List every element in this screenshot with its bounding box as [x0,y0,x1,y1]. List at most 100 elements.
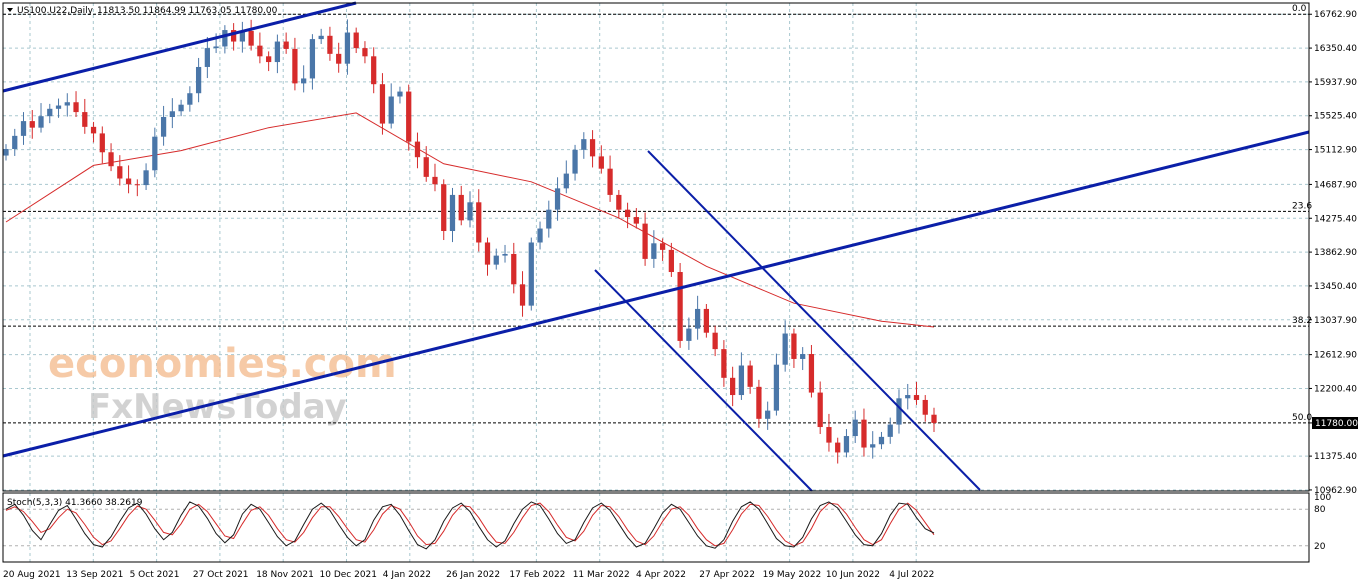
candle-body [624,209,631,218]
candle-body [528,242,534,306]
candle-body [905,395,911,399]
candle-body [765,410,771,419]
candle-body [143,170,149,186]
chart-ohlc: 11813.50 11864.99 11763.05 11780.00 [97,6,278,16]
candle-body [467,202,473,221]
fib-level-label: 38.2 [1292,316,1312,326]
candle-body [134,184,140,186]
candle-body [195,66,202,94]
candle-body [913,395,920,400]
x-tick-label: 26 Jan 2022 [446,570,500,580]
candle-body [747,365,753,387]
x-tick-label: 27 Apr 2022 [699,570,755,580]
candle-body [292,48,298,84]
candle-body [519,284,526,306]
candle-body [721,349,727,378]
x-tick-label: 4 Jan 2022 [383,570,431,580]
candle-body [581,139,587,150]
candle-body [169,111,175,118]
current-price-text: 11780.00 [1315,419,1358,429]
candle-body [230,30,237,42]
candles [3,19,937,464]
moving-average [5,112,935,328]
candle-body [213,46,219,49]
candle-body [782,333,788,365]
y-tick-label: 11375.40 [1314,452,1357,462]
candle-body [554,188,561,210]
fib-level-label: 0.0 [1292,4,1307,14]
stoch-plot-frame [2,492,1310,563]
x-tick-label: 27 Oct 2021 [193,570,249,580]
x-tick-label: 4 Jul 2022 [889,570,934,580]
candle-body [55,105,62,109]
candle-body [336,53,342,64]
stoch-tick-label: 20 [1314,542,1326,552]
candle-body [73,102,79,113]
y-tick-label: 16762.90 [1314,10,1357,20]
candle-body [178,104,184,112]
x-tick-label: 4 Apr 2022 [636,570,686,580]
candle-body [537,228,543,243]
candle-body [511,253,517,285]
candle-body [397,91,403,97]
stoch-tick-label: 100 [1314,493,1331,503]
x-tick-label: 10 Jun 2022 [826,570,880,580]
y-tick-label: 14687.90 [1314,180,1357,190]
candle-body [38,116,44,128]
candle-body [852,419,858,437]
candle-body [642,223,648,259]
candle-body [843,436,850,453]
collapse-triangle-icon[interactable] [7,8,13,12]
candle-body [423,157,429,177]
candle-body [887,424,893,437]
x-tick-label: 5 Oct 2021 [130,570,180,580]
trendline [2,130,1310,458]
candle-body [152,136,158,171]
candle-body [589,139,596,157]
candle-body [309,39,316,79]
candle-body [99,133,105,153]
candle-body [484,242,491,265]
candle-body [607,168,613,195]
candle-body [125,178,132,185]
candle-body [108,152,114,167]
y-tick-label: 16350.40 [1314,44,1357,54]
candle-body [47,108,53,117]
candle-body [651,243,657,259]
candle-body [204,48,210,67]
candle-body [64,102,70,106]
y-tick-label: 12200.40 [1314,384,1357,394]
candle-body [931,414,937,423]
candle-body [371,56,377,85]
current-price-badge [1312,417,1358,429]
fib-level-label: 23.6 [1292,201,1312,211]
candle-body [493,255,499,265]
y-tick-label: 10962.90 [1314,486,1357,496]
trendline [2,1,357,93]
candle-body [90,126,97,134]
candle-body [432,176,438,185]
candle-body [800,354,806,359]
main-plot-frame [2,2,1310,492]
watermark: economies.com FxNewsToday [48,341,397,427]
y-tick-label: 15112.90 [1314,146,1357,156]
candle-body [738,365,745,396]
x-tick-label: 19 May 2022 [763,570,822,580]
stoch-tick-label: 80 [1314,505,1326,515]
candle-body [572,149,578,174]
y-tick-label: 15937.90 [1314,78,1357,88]
candle-body [222,30,228,47]
x-tick-label: 11 Mar 2022 [573,570,630,580]
candle-body [318,35,324,40]
candle-body [344,32,351,64]
y-tick-label: 12612.90 [1314,351,1357,361]
candle-body [791,333,797,359]
candle-body [388,96,394,124]
candle-body [3,148,9,156]
y-tick-label: 14275.40 [1314,214,1357,224]
fib-level-label: 50.0 [1292,413,1312,423]
candle-body [283,41,289,49]
candle-body [12,135,18,149]
